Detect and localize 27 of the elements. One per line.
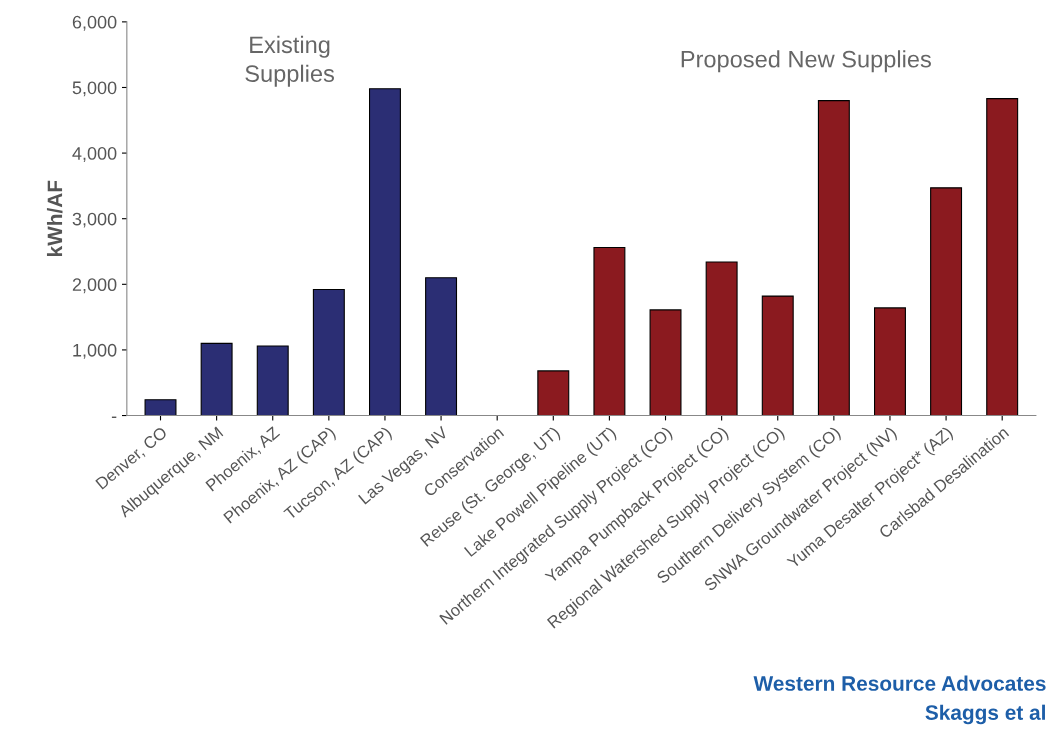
bar bbox=[256, 345, 289, 416]
bar bbox=[537, 370, 570, 416]
y-tick-label: 1,000 bbox=[73, 343, 117, 359]
y-tick-label: 3,000 bbox=[72, 212, 117, 228]
bar bbox=[817, 100, 850, 416]
y-tick-label: - bbox=[111, 416, 117, 418]
bar bbox=[873, 307, 906, 416]
bar bbox=[200, 342, 233, 416]
annotation: Existing Supplies bbox=[245, 35, 334, 87]
bar bbox=[761, 295, 794, 416]
bar bbox=[705, 261, 738, 416]
bar bbox=[649, 309, 682, 416]
bar bbox=[144, 399, 177, 416]
y-axis-title: kWh/AF bbox=[46, 180, 63, 257]
y-tick-label: 5,000 bbox=[72, 81, 117, 97]
annotation: Proposed New Supplies bbox=[681, 50, 931, 73]
bar bbox=[425, 277, 458, 416]
bar bbox=[930, 187, 963, 416]
y-tick-label: 4,000 bbox=[72, 147, 117, 162]
bar bbox=[593, 247, 626, 416]
text: Western Resource Advocates bbox=[753, 675, 1046, 691]
y-tick-label: 6,000 bbox=[72, 15, 117, 31]
y-tick-label: 2,000 bbox=[72, 278, 117, 294]
bar bbox=[368, 88, 401, 416]
text: Skaggs et al bbox=[925, 704, 1045, 725]
bar bbox=[312, 289, 345, 416]
bar bbox=[986, 98, 1019, 416]
